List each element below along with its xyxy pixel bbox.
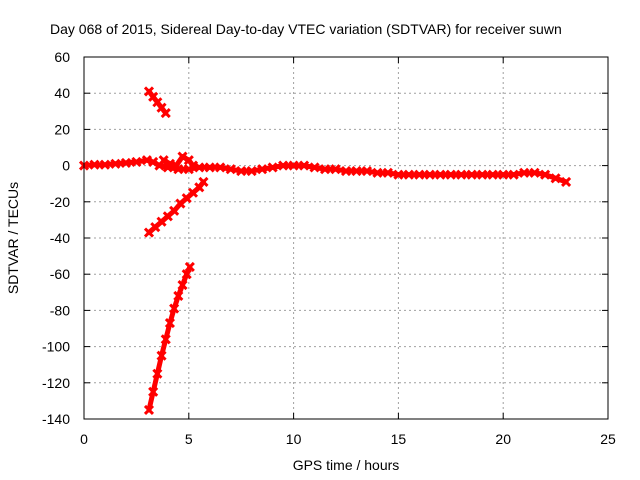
y-tick-label: 0 — [62, 158, 70, 174]
data-point — [156, 350, 167, 361]
data-point — [143, 404, 155, 416]
x-axis-label: GPS time / hours — [293, 457, 400, 473]
y-tick-label: -20 — [50, 194, 70, 210]
data-point — [164, 158, 175, 169]
data-point — [120, 157, 131, 168]
data-point — [198, 176, 209, 187]
data-point — [148, 156, 159, 168]
data-point — [141, 155, 152, 166]
data-point — [445, 169, 456, 180]
y-tick-label: 60 — [54, 49, 70, 65]
data-point — [215, 162, 226, 173]
data-point — [299, 160, 310, 171]
data-point — [152, 368, 163, 379]
data-point — [257, 164, 268, 175]
data-point — [187, 160, 199, 171]
data-point — [498, 169, 509, 180]
data-point — [319, 164, 331, 175]
y-tick-label: -120 — [42, 375, 70, 391]
data-point — [181, 269, 192, 280]
y-tick-label: -60 — [50, 266, 70, 282]
x-tick-label: 5 — [185, 431, 193, 447]
y-tick-label: 20 — [54, 121, 70, 137]
data-point — [99, 159, 111, 170]
grid — [84, 57, 608, 419]
data-point — [351, 165, 362, 177]
y-tick-label: -40 — [50, 230, 70, 246]
data-point — [540, 169, 551, 180]
data-point — [177, 279, 188, 291]
data-point — [382, 167, 393, 178]
data-point — [477, 169, 488, 180]
data-point — [424, 169, 435, 180]
data-point — [204, 162, 215, 173]
data-point — [89, 159, 100, 170]
data-point — [278, 160, 289, 171]
data-point — [184, 261, 195, 273]
data-point — [164, 318, 175, 329]
data-series — [78, 86, 572, 416]
data-point — [267, 162, 278, 173]
data-point — [309, 162, 320, 173]
data-point — [372, 167, 383, 178]
data-point — [158, 155, 169, 166]
data-point — [288, 160, 299, 171]
y-tick-label: 40 — [54, 85, 70, 101]
data-point — [246, 165, 257, 177]
data-point — [177, 151, 188, 162]
data-point — [519, 167, 530, 178]
data-point — [340, 165, 352, 177]
data-point — [435, 169, 446, 180]
data-point — [171, 160, 182, 171]
data-point — [160, 334, 171, 345]
data-point — [169, 205, 180, 216]
data-point — [330, 164, 341, 175]
plot-frame — [83, 56, 609, 420]
data-point — [169, 303, 180, 314]
data-point — [148, 386, 159, 397]
data-point — [225, 164, 236, 175]
y-axis-label: SDTVAR / TECUs — [5, 182, 21, 294]
data-point — [110, 158, 121, 169]
y-tick-label: -80 — [50, 302, 70, 318]
data-point — [550, 173, 561, 184]
y-tick-labels: -140 -120 -100 -80 -60 -40 -20 0 20 40 60 — [42, 49, 70, 427]
x-tick-labels: 0 5 10 15 20 25 — [80, 431, 616, 447]
data-point — [456, 169, 467, 180]
data-point — [466, 169, 477, 180]
x-tick-label: 25 — [600, 431, 616, 447]
x-tick-label: 20 — [495, 431, 511, 447]
data-point — [487, 169, 498, 180]
x-tick-label: 0 — [80, 431, 88, 447]
data-point — [393, 169, 404, 180]
data-point — [160, 108, 171, 119]
data-point — [236, 165, 247, 177]
data-point — [508, 169, 519, 180]
y-tick-label: -100 — [42, 339, 70, 355]
x-tick-label: 15 — [391, 431, 407, 447]
data-point — [131, 156, 142, 168]
x-tick-label: 10 — [286, 431, 302, 447]
data-point — [194, 162, 205, 173]
data-point — [529, 167, 540, 178]
y-tick-label: -140 — [42, 411, 70, 427]
data-point — [173, 290, 184, 301]
data-point — [403, 169, 414, 180]
chart-title: Day 068 of 2015, Sidereal Day-to-day VTE… — [50, 21, 562, 37]
data-point — [414, 169, 425, 180]
data-point — [561, 176, 572, 187]
data-point — [361, 165, 373, 177]
